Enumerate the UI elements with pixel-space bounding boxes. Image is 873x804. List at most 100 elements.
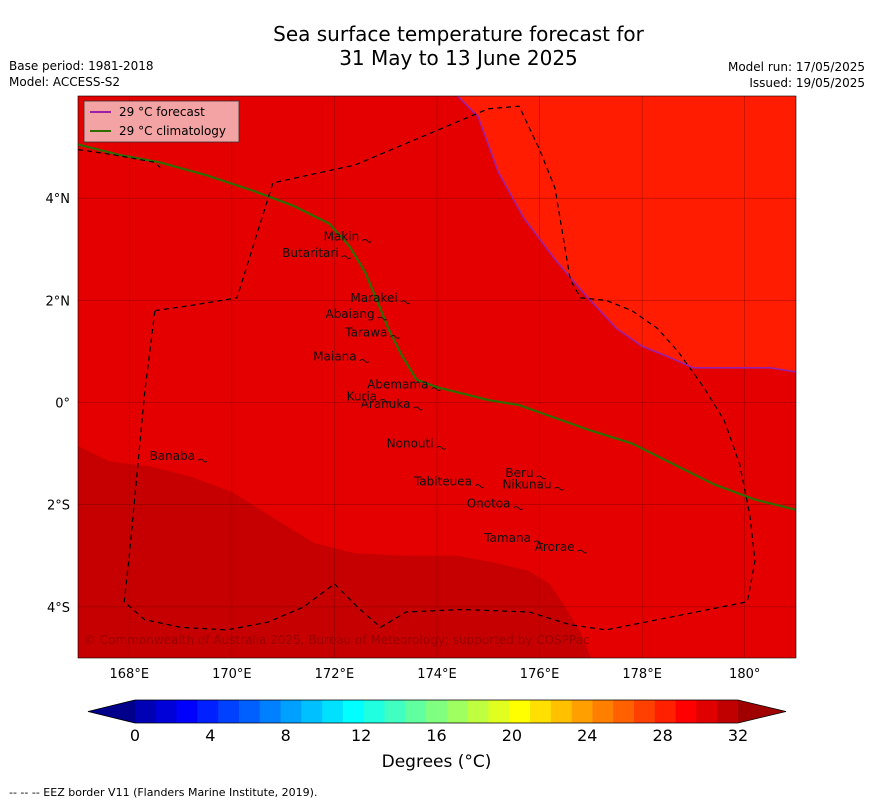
place-label: Banaba — [150, 449, 196, 463]
island-outline — [341, 255, 352, 260]
colorbar-swatch — [467, 700, 489, 723]
legend-label: 29 °C climatology — [119, 124, 226, 138]
colorbar-swatch — [426, 700, 448, 723]
colorbar-tick-label: 8 — [281, 726, 291, 745]
colorbar-swatch — [238, 700, 261, 723]
colorbar-label: Degrees (°C) — [381, 752, 492, 772]
lon-tick-label: 176°E — [520, 667, 560, 682]
place-label: Tabiteuea — [413, 475, 472, 489]
meta-right: Model run: 17/05/2025 Issued: 19/05/2025 — [728, 59, 865, 91]
island-outline — [390, 335, 400, 339]
island-outline — [513, 506, 523, 510]
map-plot-area: Makin Butaritari Marakei Abaiang Tarawa Maian… — [78, 96, 796, 658]
colorbar-tick-label: 0 — [130, 726, 140, 745]
map-frame — [77, 95, 797, 659]
forecast-29c-line — [456, 96, 796, 373]
model-run: Model run: 17/05/2025 — [727, 60, 865, 74]
colorbar-outline — [87, 699, 787, 724]
eez-border — [123, 105, 756, 631]
island-outline — [413, 406, 423, 411]
colorbar-tick-label: 4 — [205, 726, 215, 745]
sst-map: Makin Butaritari Marakei Abaiang Tarawa Maian… — [46, 95, 797, 745]
chart-title: Sea surface temperature forecast for 31 … — [0, 22, 873, 70]
colorbar-tick-label: 20 — [502, 726, 522, 745]
colorbar-swatch — [654, 700, 677, 723]
place-label: Marakei — [350, 291, 397, 305]
place-label: Nonouti — [387, 436, 434, 450]
colorbar-swatch — [301, 700, 323, 723]
island-outline — [197, 458, 208, 463]
lat-tick-label: 4°S — [47, 601, 70, 616]
climatology-29c-line — [78, 143, 796, 511]
colorbar-swatch — [571, 700, 593, 723]
colorbar-swatch — [384, 700, 406, 723]
colorbar-swatch — [509, 700, 531, 723]
colorbar-swatch — [218, 700, 240, 723]
place-label: Aranuka — [361, 397, 411, 411]
eez-footnote: -- -- -- EEZ border V11 (Flanders Marine… — [9, 786, 318, 799]
colorbar-swatch — [696, 700, 718, 723]
legend-label: 29 °C forecast — [119, 105, 205, 119]
colorbar-swatch — [363, 700, 386, 723]
colorbar-tick-label: 12 — [351, 726, 371, 745]
island-outline — [474, 484, 485, 488]
lon-tick-label: 170°E — [212, 667, 252, 682]
colorbar-swatch — [155, 700, 178, 723]
colorbar-swatch — [592, 700, 614, 723]
island-outline — [379, 398, 390, 403]
colorbar-tick-label: 32 — [728, 726, 748, 745]
lon-tick-label: 180° — [729, 667, 760, 682]
colorbar-swatch — [634, 700, 656, 723]
colorbar-swatch — [405, 700, 427, 723]
place-label: Tamana — [483, 531, 531, 545]
place-label: Kuria — [347, 389, 378, 403]
colorbar-extend-low — [88, 700, 135, 723]
place-label: Arorae — [535, 540, 575, 554]
copyright-notice: © Commonwealth of Australia 2025, Bureau… — [84, 633, 590, 647]
place-label: Abaiang — [325, 307, 374, 321]
lat-tick-label: 0° — [55, 397, 70, 412]
lon-tick-label: 174°E — [417, 667, 457, 682]
colorbar-swatch — [613, 700, 635, 723]
colorbar-extend-high — [738, 700, 786, 723]
eez-border — [78, 149, 161, 168]
legend-box — [83, 100, 240, 143]
colorbar-swatch — [280, 700, 302, 723]
island-outline — [536, 475, 546, 480]
island-outline — [361, 239, 372, 243]
colorbar-swatch — [717, 700, 739, 723]
colorbar-swatch — [197, 700, 219, 723]
island-outline — [554, 486, 564, 491]
meta-left: Base period: 1981-2018 Model: ACCESS-S2 — [9, 58, 154, 90]
colorbar-swatch — [675, 700, 697, 723]
colorbar-tick-label: 16 — [426, 726, 446, 745]
place-label: Beru — [505, 466, 533, 480]
island-outline — [400, 300, 410, 305]
island-outline — [436, 445, 446, 450]
map-legend: 29 °C forecast 29 °C climatology — [83, 100, 240, 143]
colorbar-tick-label: 28 — [652, 726, 672, 745]
colorbar-swatch — [530, 700, 552, 723]
colorbar-swatch — [446, 700, 469, 723]
sst-zone-warm — [457, 96, 796, 372]
title-line-2: 31 May to 13 June 2025 — [339, 46, 578, 70]
place-label: Maiana — [313, 350, 356, 364]
colorbar-swatch — [176, 700, 198, 723]
colorbar-swatch — [342, 700, 365, 723]
colorbar-swatch — [259, 700, 282, 723]
island-outline — [377, 316, 387, 321]
place-label: Onotoa — [467, 497, 511, 511]
island-outline — [577, 549, 587, 554]
base-period: Base period: 1981-2018 — [9, 59, 154, 73]
place-label: Tarawa — [344, 326, 387, 340]
colorbar-swatch — [135, 700, 157, 723]
colorbar-swatch — [550, 700, 573, 723]
lon-tick-label: 172°E — [315, 667, 355, 682]
model-name: Model: ACCESS-S2 — [9, 75, 121, 89]
colorbar: 0 4 8 12 16 20 24 28 32 — [87, 699, 787, 745]
title-line-1: Sea surface temperature forecast for — [273, 22, 644, 46]
lon-tick-label: 178°E — [622, 667, 662, 682]
island-outline — [431, 387, 441, 391]
place-label: Butaritari — [282, 246, 339, 260]
place-label: Makin — [324, 230, 360, 244]
